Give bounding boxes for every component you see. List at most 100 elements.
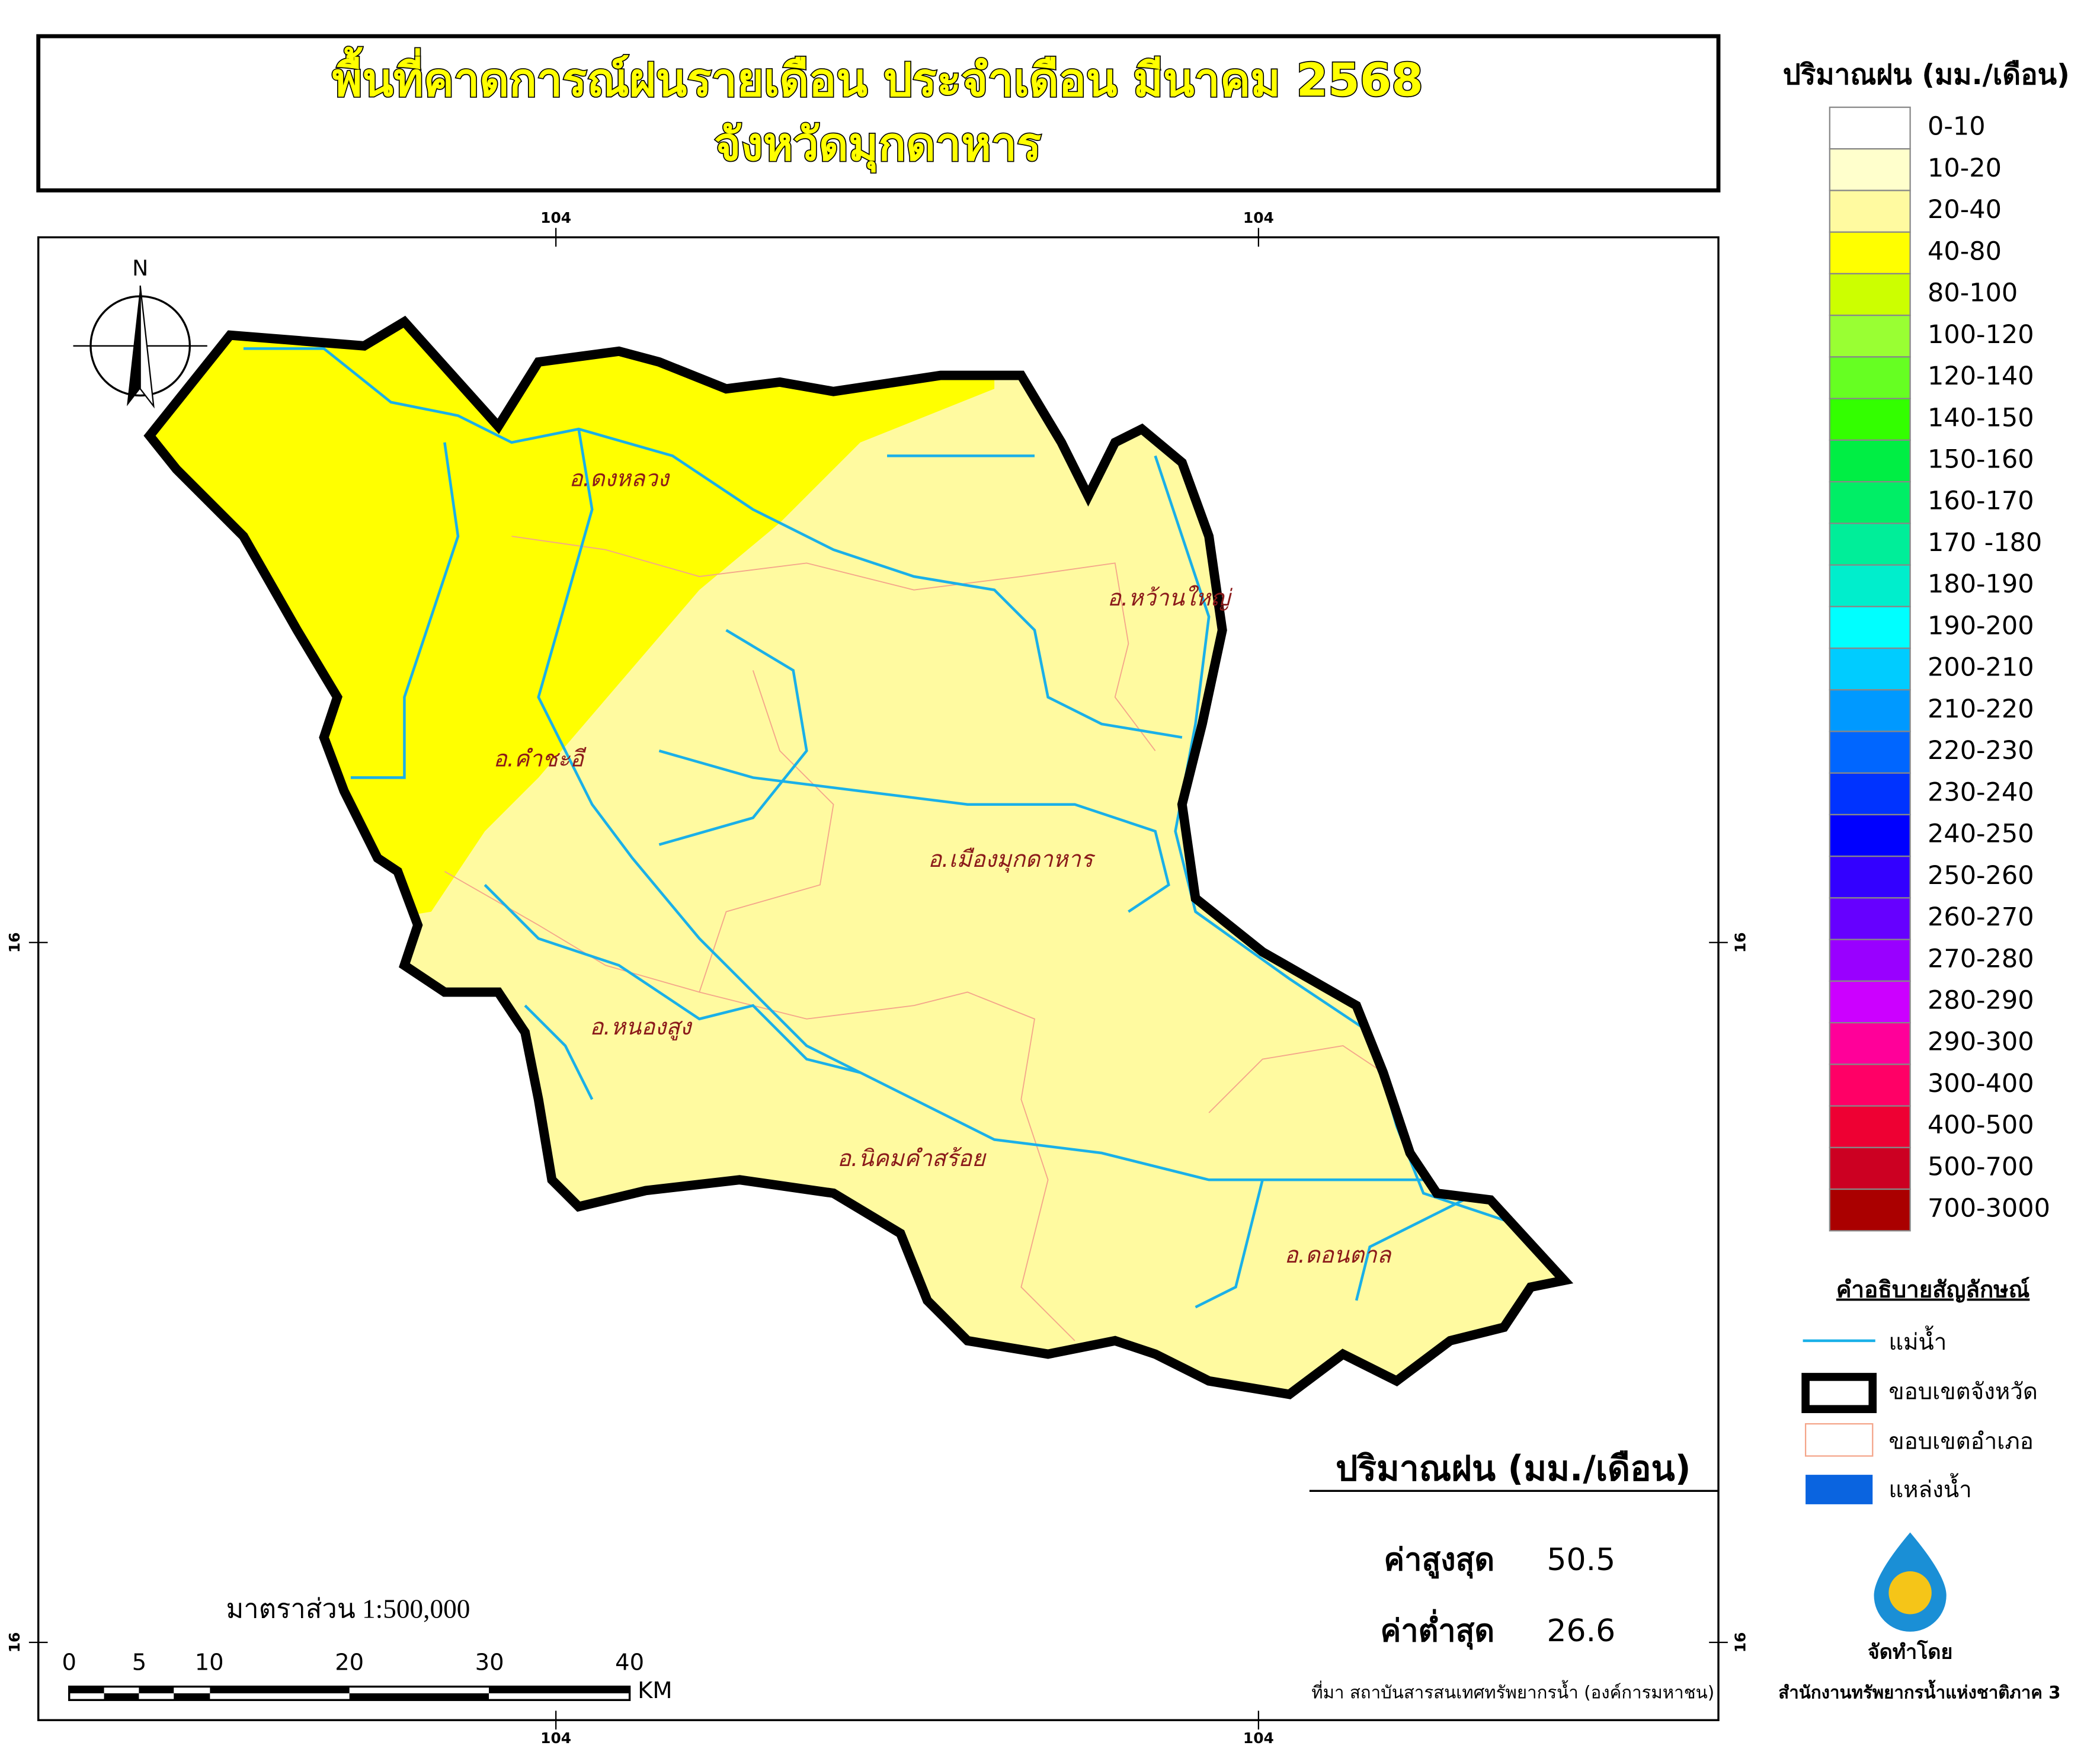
legend-label: 230-240: [1928, 777, 2034, 807]
legend-swatch: [1829, 564, 1911, 607]
legend-label: 40-80: [1928, 236, 2002, 266]
district-label: อ.หนองสูง: [590, 1014, 692, 1041]
legend-swatch: [1829, 939, 1911, 982]
legend-swatch: [1829, 190, 1911, 233]
legend-label: 210-220: [1928, 694, 2034, 724]
legend-label: 270-280: [1928, 944, 2034, 973]
grid-label: 104: [1243, 209, 1274, 226]
symbol-water: [1806, 1475, 1873, 1504]
grid-label: 16: [1731, 1632, 1749, 1653]
logo: [1874, 1532, 1947, 1632]
stats-label: ค่าสูงสุด: [1384, 1542, 1494, 1579]
legend-swatch: [1829, 772, 1911, 816]
north-arrow: [73, 285, 207, 409]
legend-label: 250-260: [1928, 861, 2034, 891]
district-boundaries: [444, 536, 1384, 1341]
legend-swatch: [1829, 273, 1911, 316]
legend-swatch: [1829, 1021, 1911, 1065]
legend-swatch: [1829, 398, 1911, 441]
legend-swatch: [1829, 731, 1911, 774]
legend-label: 20-40: [1928, 195, 2002, 225]
legend-swatch: [1829, 1146, 1911, 1190]
grid-label: 104: [1243, 1729, 1274, 1747]
legend-swatch: [1829, 315, 1911, 358]
grid-label: 104: [540, 209, 571, 226]
district-label: อ.ดงหลวง: [569, 466, 670, 492]
legend-label: 140-150: [1928, 403, 2034, 433]
district-label: อ.คำชะอี: [493, 746, 586, 773]
title-box: [36, 34, 1721, 193]
legend-swatch: [1829, 856, 1911, 899]
grid-label: 16: [1731, 932, 1749, 953]
legend-label: 280-290: [1928, 986, 2034, 1016]
legend-swatch: [1829, 813, 1911, 857]
scale-bar: [68, 1685, 631, 1701]
stats-title: ปริมาณฝน (มม./เดือน): [1336, 1447, 1691, 1488]
legend-label: 160-170: [1928, 486, 2034, 516]
stats-value: 26.6: [1547, 1613, 1615, 1649]
legend-swatch: [1829, 980, 1911, 1024]
legend-label: 300-400: [1928, 1069, 2034, 1098]
scale-unit: KM: [638, 1677, 672, 1704]
district-label: อ.ดอนตาล: [1284, 1242, 1392, 1269]
legend-swatch: [1829, 481, 1911, 524]
legend-label: 0-10: [1928, 112, 1986, 142]
symbols-title: คำอธิบายสัญลักษณ์: [1836, 1277, 2030, 1303]
legend-swatch: [1829, 231, 1911, 275]
legend-label: 220-230: [1928, 736, 2034, 766]
scale-text: มาตราส่วน 1:500,000: [226, 1594, 470, 1623]
legend-label: 190-200: [1928, 611, 2034, 640]
legend-label: 290-300: [1928, 1027, 2034, 1057]
legend-label: 80-100: [1928, 278, 2018, 308]
scale-tick: 40: [615, 1649, 644, 1676]
legend-swatch: [1829, 606, 1911, 649]
legend-label: 150-160: [1928, 444, 2034, 474]
legend-swatch: [1829, 106, 1911, 150]
legend-swatch: [1829, 523, 1911, 566]
legend-title: ปริมาณฝน (มม./เดือน): [1783, 59, 2070, 91]
legend-swatch: [1829, 148, 1911, 191]
legend-label: 100-120: [1928, 320, 2034, 350]
stats-value: 50.5: [1547, 1542, 1615, 1578]
symbol-label: ขอบเขตอำเภอ: [1888, 1428, 2033, 1455]
legend-swatch: [1829, 1064, 1911, 1107]
grid-label: 16: [6, 1632, 23, 1653]
legend-label: 400-500: [1928, 1110, 2034, 1140]
producer-name: สำนักงานทรัพยากรน้ำแห่งชาติภาค 3: [1778, 1679, 2060, 1702]
legend-label: 120-140: [1928, 361, 2034, 391]
symbol-label: แหล่งน้ำ: [1888, 1473, 1971, 1503]
district-label: อ.เมืองมุกดาหาร: [928, 846, 1096, 873]
symbol-district: [1804, 1423, 1874, 1457]
legend-swatch: [1829, 897, 1911, 940]
scale-tick: 10: [195, 1649, 224, 1676]
legend-label: 500-700: [1928, 1152, 2034, 1181]
legend-swatch: [1829, 1105, 1911, 1148]
legend-label: 180-190: [1928, 569, 2034, 599]
map-title: จังหวัดมุกดาหาร: [714, 118, 1041, 173]
legend-label: 200-210: [1928, 653, 2034, 683]
north-label: N: [132, 255, 148, 281]
grid-label: 16: [6, 932, 23, 953]
rivers: [243, 347, 1504, 1309]
legend-label: 700-3000: [1928, 1194, 2050, 1223]
legend-swatch: [1829, 647, 1911, 691]
producer-label: จัดทำโดย: [1868, 1640, 1953, 1664]
legend-label: 260-270: [1928, 902, 2034, 932]
province: [136, 322, 1564, 1394]
district-label: อ.หว้านใหญ่: [1107, 585, 1233, 611]
symbol-label: ขอบเขตจังหวัด: [1888, 1379, 2037, 1405]
legend-swatch: [1829, 689, 1911, 732]
map-title: พื้นที่คาดการณ์ฝนรายเดือน ประจำเดือน มีน…: [332, 46, 1423, 107]
scale-tick: 5: [132, 1649, 146, 1676]
symbol-label: แม่น้ำ: [1888, 1325, 1947, 1356]
district-label: อ.นิคมคำสร้อย: [837, 1145, 987, 1172]
scale-tick: 30: [475, 1649, 504, 1676]
source: ที่มา สถาบันสารสนเทศทรัพยากรน้ำ (องค์การ…: [1311, 1680, 1714, 1702]
legend-label: 170 -180: [1928, 528, 2042, 558]
legend-label: 10-20: [1928, 153, 2002, 183]
scale-tick: 20: [335, 1649, 364, 1676]
stats-label: ค่าต่ำสุด: [1381, 1609, 1495, 1650]
legend-label: 240-250: [1928, 819, 2034, 849]
